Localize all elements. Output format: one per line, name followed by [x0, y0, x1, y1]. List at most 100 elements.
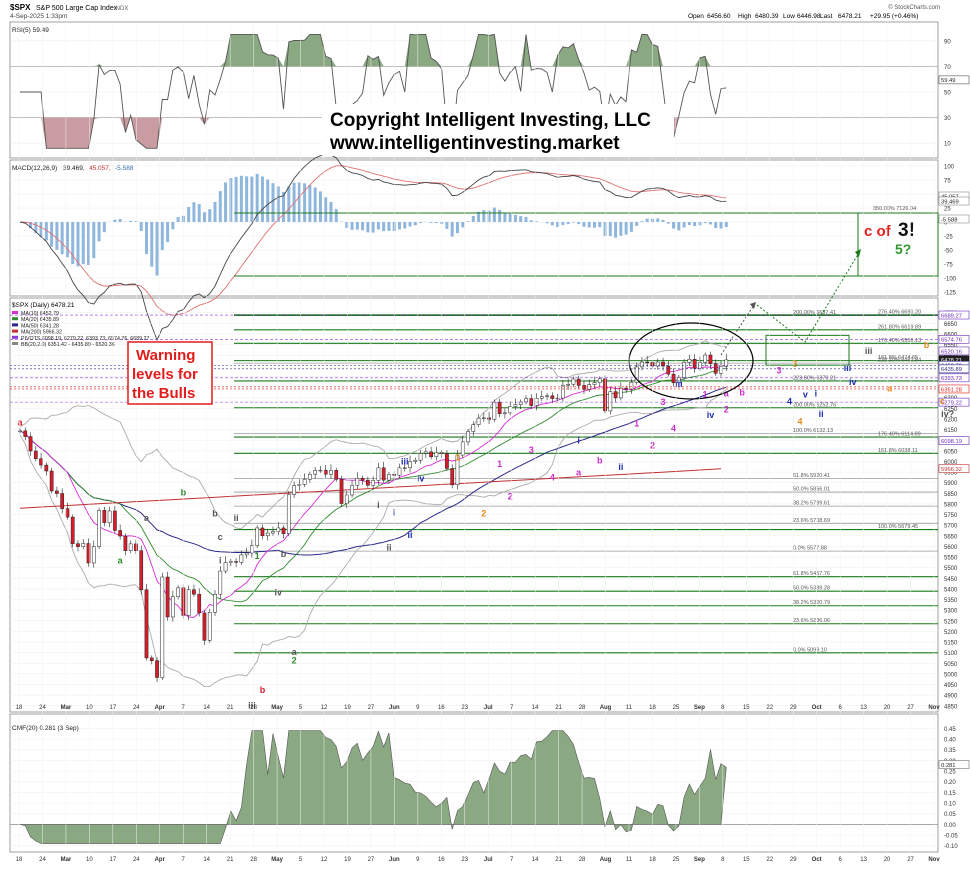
- price-tick-label: 5500: [944, 566, 958, 572]
- price-tick-label: 6650: [944, 322, 958, 328]
- macd-histogram-bar: [720, 222, 723, 229]
- wave-label: 4: [550, 473, 555, 483]
- macd-histogram-bar: [593, 222, 596, 228]
- x-tick-label: Nov: [928, 705, 940, 711]
- macd-legend-value: 39.469,: [63, 165, 85, 172]
- x-tick-label: 18: [649, 705, 656, 711]
- candle-body: [619, 388, 622, 398]
- macd-histogram-bar: [229, 178, 232, 222]
- macd-histogram-bar: [287, 187, 290, 222]
- wave-label: b: [597, 456, 603, 466]
- price-tick-label: 5700: [944, 524, 958, 530]
- x-tick-label-bottom: Jul: [484, 857, 493, 863]
- macd-histogram-bar: [40, 222, 43, 237]
- candle-body: [335, 470, 338, 479]
- fib-label: 100.0% 6132.13: [793, 428, 833, 434]
- candle-body: [561, 385, 564, 398]
- x-tick-label-bottom: 17: [110, 857, 117, 863]
- candle-body: [314, 470, 317, 474]
- candle-body: [498, 402, 501, 413]
- macd-tag-label: 39.469: [941, 199, 959, 205]
- candle-body: [609, 392, 612, 411]
- fib-label: 261.80% 6619.89: [878, 324, 921, 330]
- candle-body: [155, 661, 158, 678]
- candle-body: [408, 461, 411, 467]
- candle-body: [688, 359, 691, 362]
- price-tag-label: 5966.32: [941, 467, 962, 473]
- price-tick-label: 5550: [944, 556, 958, 562]
- macd-histogram-bar: [514, 215, 517, 222]
- macd-histogram-bar: [192, 202, 195, 222]
- wave-label: 4: [671, 424, 676, 434]
- x-tick-label-bottom: 16: [438, 857, 445, 863]
- macd-histogram-bar: [377, 222, 380, 229]
- macd-histogram-bar: [403, 222, 406, 228]
- rsi-tick-label: 70: [944, 65, 951, 71]
- x-tick-label: 28: [250, 705, 257, 711]
- cmf-tag-label: 0.281: [941, 763, 956, 769]
- candle-body: [577, 379, 580, 385]
- x-tick-label-bottom: 24: [133, 857, 140, 863]
- macd-histogram-bar: [551, 222, 554, 225]
- x-tick-label-bottom: 20: [884, 857, 891, 863]
- candle-body: [466, 431, 469, 441]
- price-tick-label: 5600: [944, 545, 958, 551]
- macd-histogram-bar: [366, 222, 369, 232]
- macd-histogram-bar: [683, 222, 686, 228]
- fib-label: 23.6% 5236.06: [793, 618, 830, 624]
- candle-body: [261, 528, 264, 536]
- macd-histogram-bar: [704, 222, 707, 223]
- wave-label: i: [219, 555, 222, 565]
- macd-histogram-bar: [414, 222, 417, 225]
- x-tick-label-bottom: 11: [626, 857, 633, 863]
- exchange: INDX: [114, 6, 128, 12]
- cmf-tick-label: -0.05: [944, 834, 958, 840]
- candle-body: [108, 511, 111, 523]
- x-tick-label-bottom: 22: [766, 857, 773, 863]
- x-tick-label-bottom: 13: [860, 857, 867, 863]
- wave-label: c: [218, 532, 223, 542]
- cmf-tick-label: 0.40: [944, 738, 956, 744]
- candle-body: [187, 590, 190, 616]
- candle-body: [256, 528, 259, 546]
- macd-histogram-bar: [435, 222, 438, 223]
- macd-histogram-bar: [609, 222, 612, 236]
- x-tick-label: 21: [555, 705, 562, 711]
- candle-body: [704, 355, 707, 362]
- candle-body: [234, 562, 237, 563]
- macd-histogram-bar: [604, 222, 607, 236]
- macd-histogram-bar: [524, 217, 527, 222]
- candle-body: [87, 543, 90, 563]
- macd-tick-label: -50: [944, 249, 953, 255]
- macd-histogram-bar: [646, 219, 649, 222]
- cmf-tick-label: 0.25: [944, 770, 956, 776]
- macd-histogram-bar: [61, 222, 64, 254]
- candle-body: [603, 379, 606, 411]
- macd-histogram-bar: [382, 222, 385, 231]
- macd-histogram-bar: [224, 183, 227, 222]
- wave-label: 1: [497, 459, 502, 469]
- candle-body: [266, 533, 269, 536]
- macd-histogram-bar: [356, 222, 359, 230]
- wave-label: i: [577, 435, 580, 445]
- wave-label: iv?: [941, 409, 954, 419]
- legend-swatch: [12, 317, 18, 320]
- macd-histogram-bar: [677, 222, 680, 230]
- macd-histogram-bar: [440, 222, 443, 224]
- price-tick-label: 5250: [944, 619, 958, 625]
- x-tick-label: May: [271, 705, 283, 711]
- macd-histogram-bar: [214, 202, 217, 222]
- x-tick-label: 12: [321, 705, 328, 711]
- candle-body: [292, 486, 295, 495]
- wave-label: b: [212, 509, 218, 519]
- macd-histogram-bar: [308, 185, 311, 222]
- x-tick-label-bottom: 21: [555, 857, 562, 863]
- credit: © StockCharts.com: [888, 4, 940, 11]
- change-value: +29.95 (+0.46%): [870, 13, 918, 20]
- wave-label: i: [377, 500, 380, 510]
- candle-body: [45, 465, 48, 471]
- candle-body: [567, 384, 570, 385]
- candle-body: [55, 491, 58, 494]
- macd-histogram-bar: [519, 216, 522, 222]
